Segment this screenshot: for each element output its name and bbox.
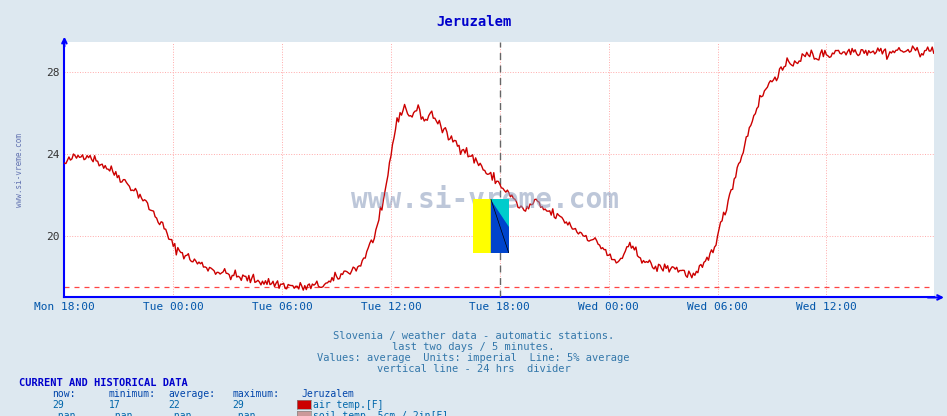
Text: air temp.[F]: air temp.[F]	[313, 400, 384, 410]
Text: -nan: -nan	[109, 411, 133, 416]
Text: vertical line - 24 hrs  divider: vertical line - 24 hrs divider	[377, 364, 570, 374]
Text: www.si-vreme.com: www.si-vreme.com	[15, 133, 24, 206]
Text: -nan: -nan	[52, 411, 76, 416]
Text: 17: 17	[109, 400, 120, 410]
Text: minimum:: minimum:	[109, 389, 156, 399]
Text: now:: now:	[52, 389, 76, 399]
Text: average:: average:	[169, 389, 216, 399]
Text: last two days / 5 minutes.: last two days / 5 minutes.	[392, 342, 555, 352]
Polygon shape	[473, 199, 491, 253]
Text: www.si-vreme.com: www.si-vreme.com	[351, 186, 619, 214]
Text: CURRENT AND HISTORICAL DATA: CURRENT AND HISTORICAL DATA	[19, 378, 188, 388]
Text: Jeruzalem: Jeruzalem	[436, 15, 511, 29]
Text: -nan: -nan	[232, 411, 256, 416]
Polygon shape	[491, 199, 509, 226]
Text: Values: average  Units: imperial  Line: 5% average: Values: average Units: imperial Line: 5%…	[317, 353, 630, 363]
Text: maximum:: maximum:	[232, 389, 279, 399]
Text: 29: 29	[232, 400, 243, 410]
Text: Slovenia / weather data - automatic stations.: Slovenia / weather data - automatic stat…	[333, 331, 614, 341]
Text: 22: 22	[169, 400, 180, 410]
Text: 29: 29	[52, 400, 63, 410]
Polygon shape	[491, 199, 509, 253]
Text: -nan: -nan	[169, 411, 192, 416]
Text: soil temp. 5cm / 2in[F]: soil temp. 5cm / 2in[F]	[313, 411, 449, 416]
Text: Jeruzalem: Jeruzalem	[301, 389, 354, 399]
